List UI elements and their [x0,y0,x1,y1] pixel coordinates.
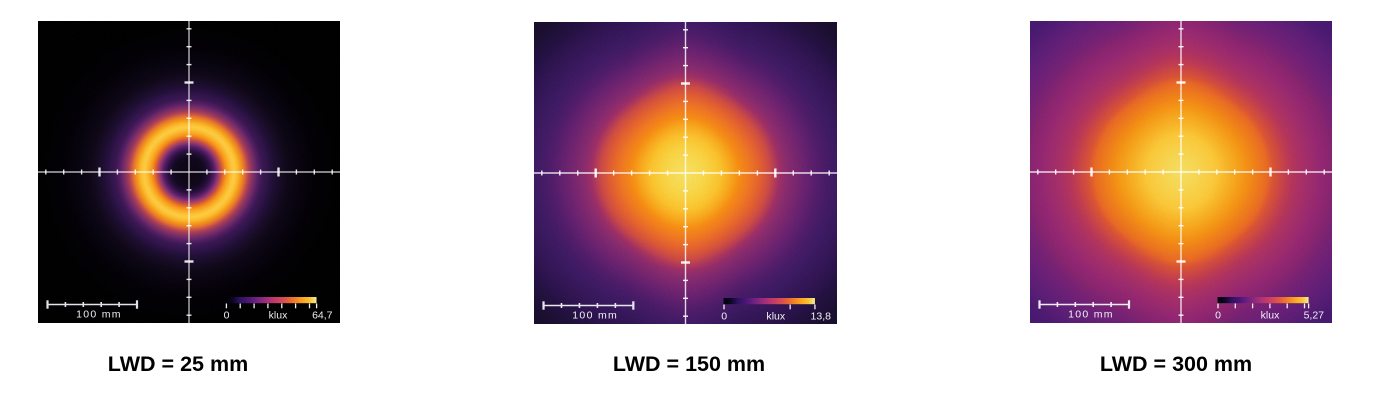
svg-text:klux: klux [766,311,785,323]
svg-text:0: 0 [1215,310,1221,322]
svg-text:64,7: 64,7 [312,310,333,322]
svg-text:100 mm: 100 mm [572,309,618,321]
svg-text:5,27: 5,27 [1304,310,1325,322]
svg-text:klux: klux [269,310,288,322]
svg-text:0: 0 [721,311,727,323]
svg-text:0: 0 [224,310,230,322]
svg-text:100 mm: 100 mm [1068,308,1114,320]
svg-text:13,8: 13,8 [811,311,832,323]
svg-text:klux: klux [1261,310,1280,322]
svg-text:100 mm: 100 mm [76,308,122,320]
